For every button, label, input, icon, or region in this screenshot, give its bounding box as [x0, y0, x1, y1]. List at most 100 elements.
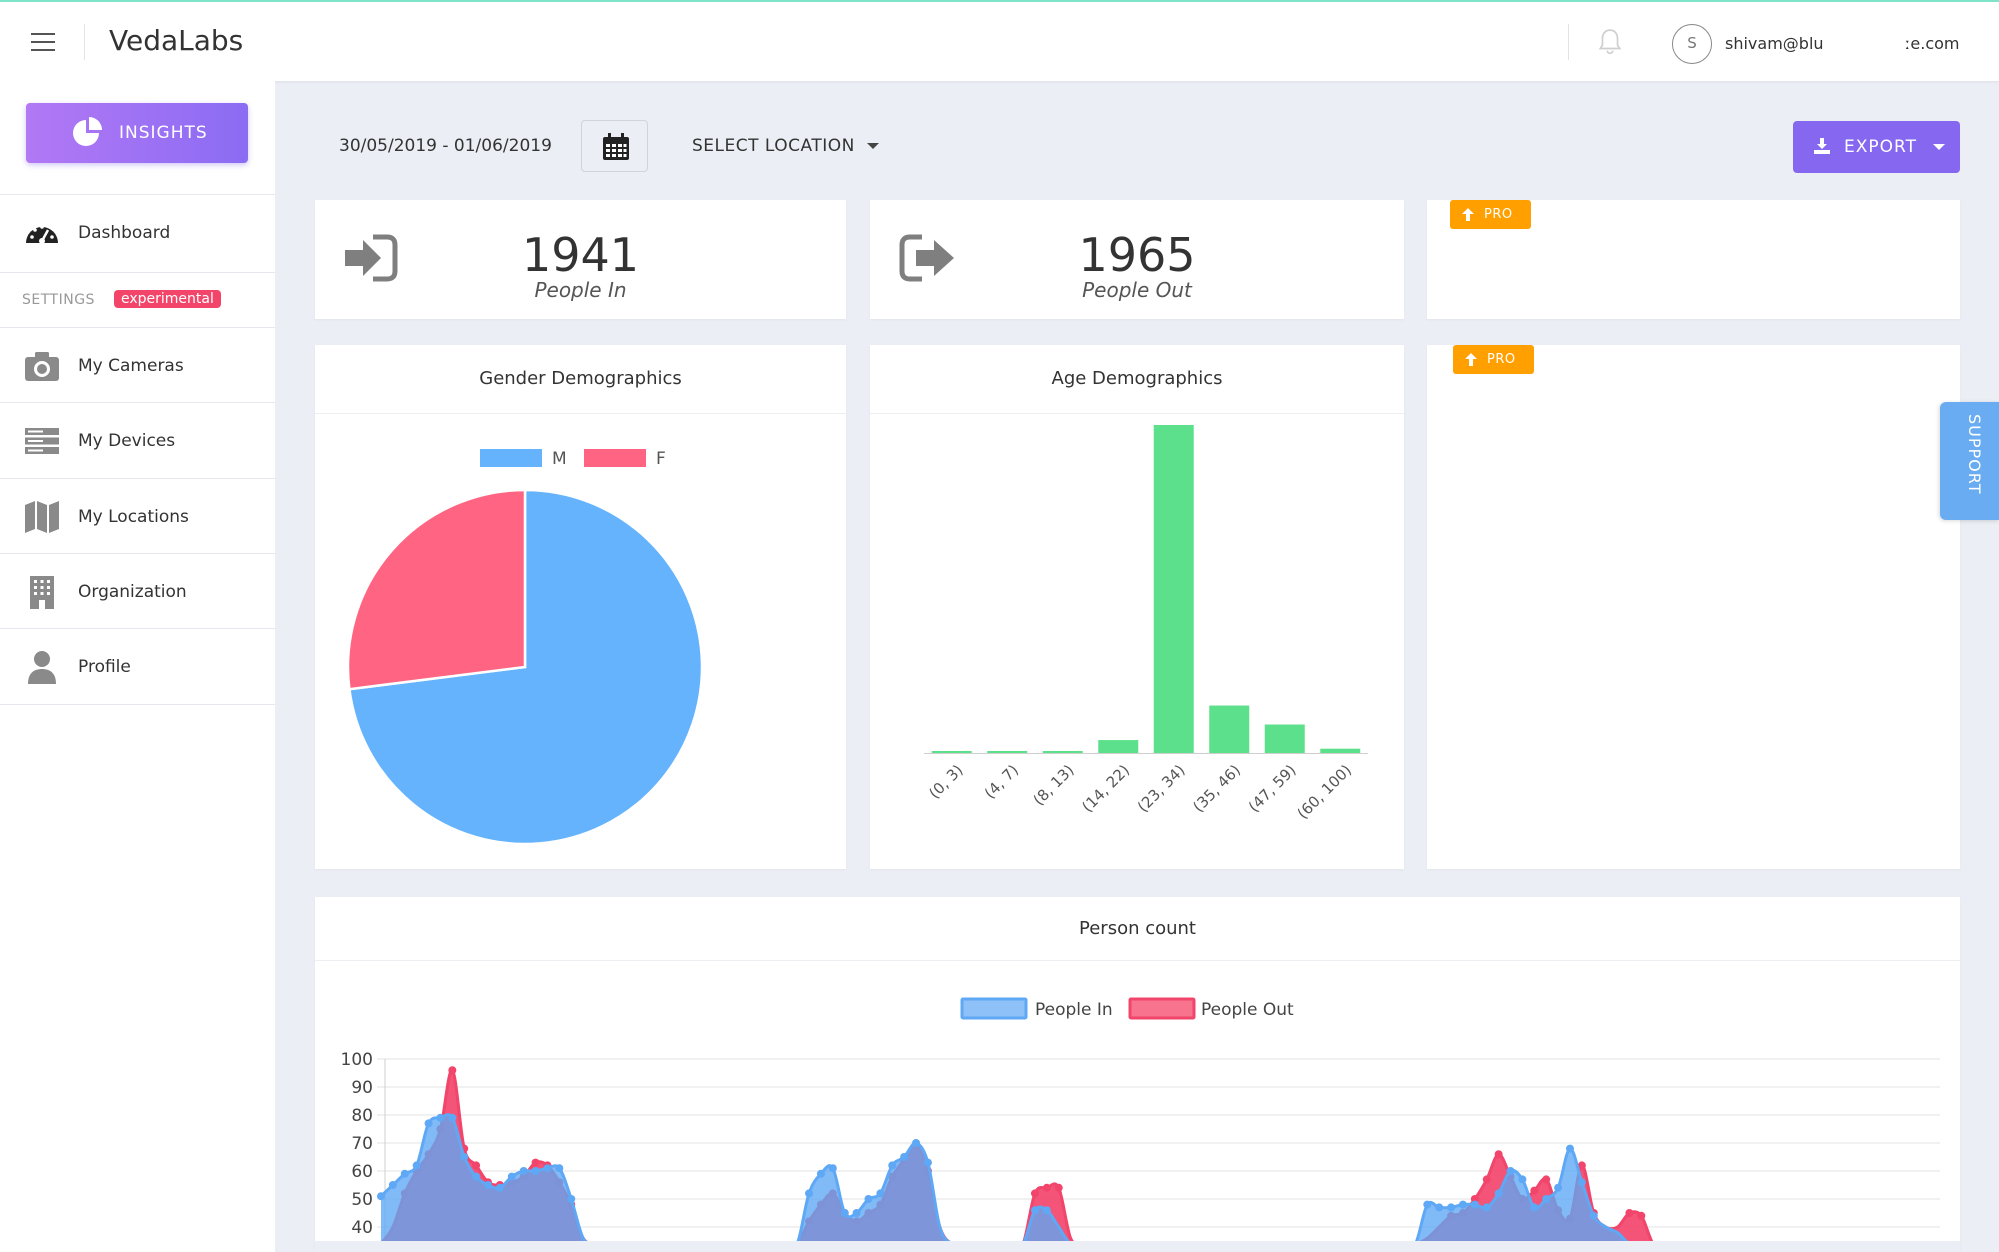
- people-in-point[interactable]: [864, 1195, 873, 1203]
- people-in-point[interactable]: [472, 1172, 481, 1181]
- legend-swatch-people-out[interactable]: [1128, 997, 1196, 1020]
- legend-swatch-f[interactable]: [584, 449, 646, 467]
- legend-label-f: F: [656, 449, 666, 469]
- people-in-point[interactable]: [400, 1169, 409, 1178]
- age-bar[interactable]: [1264, 724, 1305, 753]
- people-in-point[interactable]: [923, 1158, 932, 1167]
- sidebar-item-cameras[interactable]: My Cameras: [0, 327, 275, 403]
- people-out-point[interactable]: [1542, 1175, 1551, 1184]
- user-email-domain[interactable]: ːe.com: [1905, 34, 1960, 53]
- people-out-point[interactable]: [448, 1066, 457, 1075]
- people-in-point[interactable]: [436, 1113, 445, 1122]
- people-in-point[interactable]: [495, 1183, 504, 1192]
- people-out-point[interactable]: [1054, 1183, 1063, 1192]
- sidebar-item-organization[interactable]: Organization: [0, 553, 275, 629]
- sign-out-icon: [899, 234, 954, 282]
- chevron-down-icon[interactable]: [1933, 144, 1945, 150]
- people-in-point[interactable]: [1435, 1203, 1444, 1212]
- people-in-point[interactable]: [1030, 1206, 1039, 1215]
- sidebar-item-devices[interactable]: My Devices: [0, 402, 275, 478]
- people-out-point[interactable]: [1637, 1211, 1646, 1220]
- server-icon: [25, 427, 59, 454]
- people-out-point[interactable]: [1625, 1209, 1634, 1217]
- calendar-button[interactable]: [581, 120, 648, 172]
- people-in-point[interactable]: [805, 1189, 814, 1198]
- people-in-point[interactable]: [1447, 1203, 1456, 1212]
- user-email[interactable]: shivam@blu: [1725, 34, 1824, 53]
- people-in-point[interactable]: [1530, 1203, 1539, 1212]
- people-out-point[interactable]: [472, 1161, 481, 1170]
- map-icon: [25, 500, 59, 533]
- sidebar-item-label: My Locations: [78, 506, 189, 527]
- user-avatar[interactable]: S: [1672, 24, 1712, 64]
- people-in-point[interactable]: [1577, 1178, 1586, 1187]
- sidebar-item-dashboard[interactable]: Dashboard: [0, 194, 275, 270]
- sidebar-item-profile[interactable]: Profile: [0, 628, 275, 705]
- people-out-point[interactable]: [1042, 1183, 1051, 1192]
- people-out-point[interactable]: [1494, 1150, 1503, 1159]
- pie-slice-f[interactable]: [346, 488, 527, 691]
- pro-badge[interactable]: PRO: [1453, 345, 1534, 374]
- people-out-point[interactable]: [1482, 1175, 1491, 1184]
- people-in-point[interactable]: [460, 1153, 469, 1161]
- people-in-point[interactable]: [1506, 1167, 1515, 1175]
- people-in-point[interactable]: [912, 1139, 921, 1147]
- people-out-point[interactable]: [1530, 1186, 1539, 1195]
- people-in-point[interactable]: [412, 1161, 421, 1170]
- age-bar[interactable]: [1098, 740, 1139, 753]
- people-in-point[interactable]: [852, 1209, 861, 1217]
- age-bar[interactable]: [1153, 425, 1194, 753]
- insights-label: INSIGHTS: [119, 123, 208, 143]
- age-bar[interactable]: [987, 751, 1028, 753]
- people-out-point[interactable]: [531, 1158, 540, 1167]
- people-in-point[interactable]: [531, 1167, 540, 1175]
- age-bar[interactable]: [1209, 705, 1250, 753]
- legend-swatch-m[interactable]: [480, 449, 542, 467]
- date-range-text[interactable]: 30/05/2019 - 01/06/2019: [339, 136, 552, 156]
- people-out-point[interactable]: [1470, 1195, 1479, 1203]
- support-tab[interactable]: SUPPORT: [1940, 402, 1999, 520]
- people-in-point[interactable]: [816, 1169, 825, 1178]
- age-bar[interactable]: [1042, 751, 1083, 753]
- people-in-point[interactable]: [1458, 1200, 1467, 1209]
- people-in-point[interactable]: [1518, 1175, 1527, 1184]
- hamburger-menu-icon[interactable]: [31, 33, 55, 51]
- legend-swatch-people-in[interactable]: [960, 997, 1028, 1020]
- people-in-point[interactable]: [555, 1164, 564, 1173]
- people-in-point[interactable]: [876, 1189, 885, 1198]
- people-in-point[interactable]: [519, 1167, 528, 1175]
- age-bar[interactable]: [931, 751, 972, 753]
- people-in-point[interactable]: [388, 1181, 397, 1189]
- people-in-point[interactable]: [1589, 1211, 1598, 1220]
- bell-icon[interactable]: [1597, 28, 1623, 56]
- age-bar[interactable]: [1320, 748, 1361, 753]
- people-in-point[interactable]: [1494, 1189, 1503, 1198]
- people-in-point[interactable]: [424, 1119, 433, 1128]
- people-in-point[interactable]: [900, 1153, 909, 1161]
- people-in-point[interactable]: [840, 1209, 849, 1217]
- people-in-point[interactable]: [1482, 1203, 1491, 1212]
- people-in-point[interactable]: [1554, 1183, 1563, 1192]
- people-in-point[interactable]: [567, 1195, 576, 1203]
- people-in-point[interactable]: [888, 1161, 897, 1170]
- people-in-point[interactable]: [1565, 1144, 1574, 1153]
- sidebar-item-locations[interactable]: My Locations: [0, 478, 275, 554]
- people-in-point[interactable]: [543, 1164, 552, 1173]
- location-select[interactable]: SELECT LOCATION: [692, 136, 879, 156]
- people-in-point[interactable]: [1470, 1200, 1479, 1209]
- arrow-up-icon: [1462, 208, 1474, 221]
- people-in-point[interactable]: [377, 1192, 385, 1201]
- people-in-point[interactable]: [448, 1113, 457, 1122]
- people-out-point[interactable]: [1030, 1189, 1039, 1198]
- people-in-point[interactable]: [1042, 1206, 1051, 1215]
- insights-button[interactable]: INSIGHTS: [26, 103, 248, 163]
- export-label: EXPORT: [1844, 137, 1917, 157]
- people-out-point[interactable]: [1577, 1161, 1586, 1170]
- people-in-point[interactable]: [828, 1164, 837, 1173]
- people-in-point[interactable]: [484, 1181, 493, 1189]
- pro-badge[interactable]: PRO: [1450, 200, 1531, 229]
- export-button[interactable]: EXPORT: [1793, 121, 1960, 173]
- people-in-point[interactable]: [1423, 1200, 1432, 1209]
- people-in-point[interactable]: [507, 1172, 516, 1181]
- people-in-point[interactable]: [1542, 1195, 1551, 1203]
